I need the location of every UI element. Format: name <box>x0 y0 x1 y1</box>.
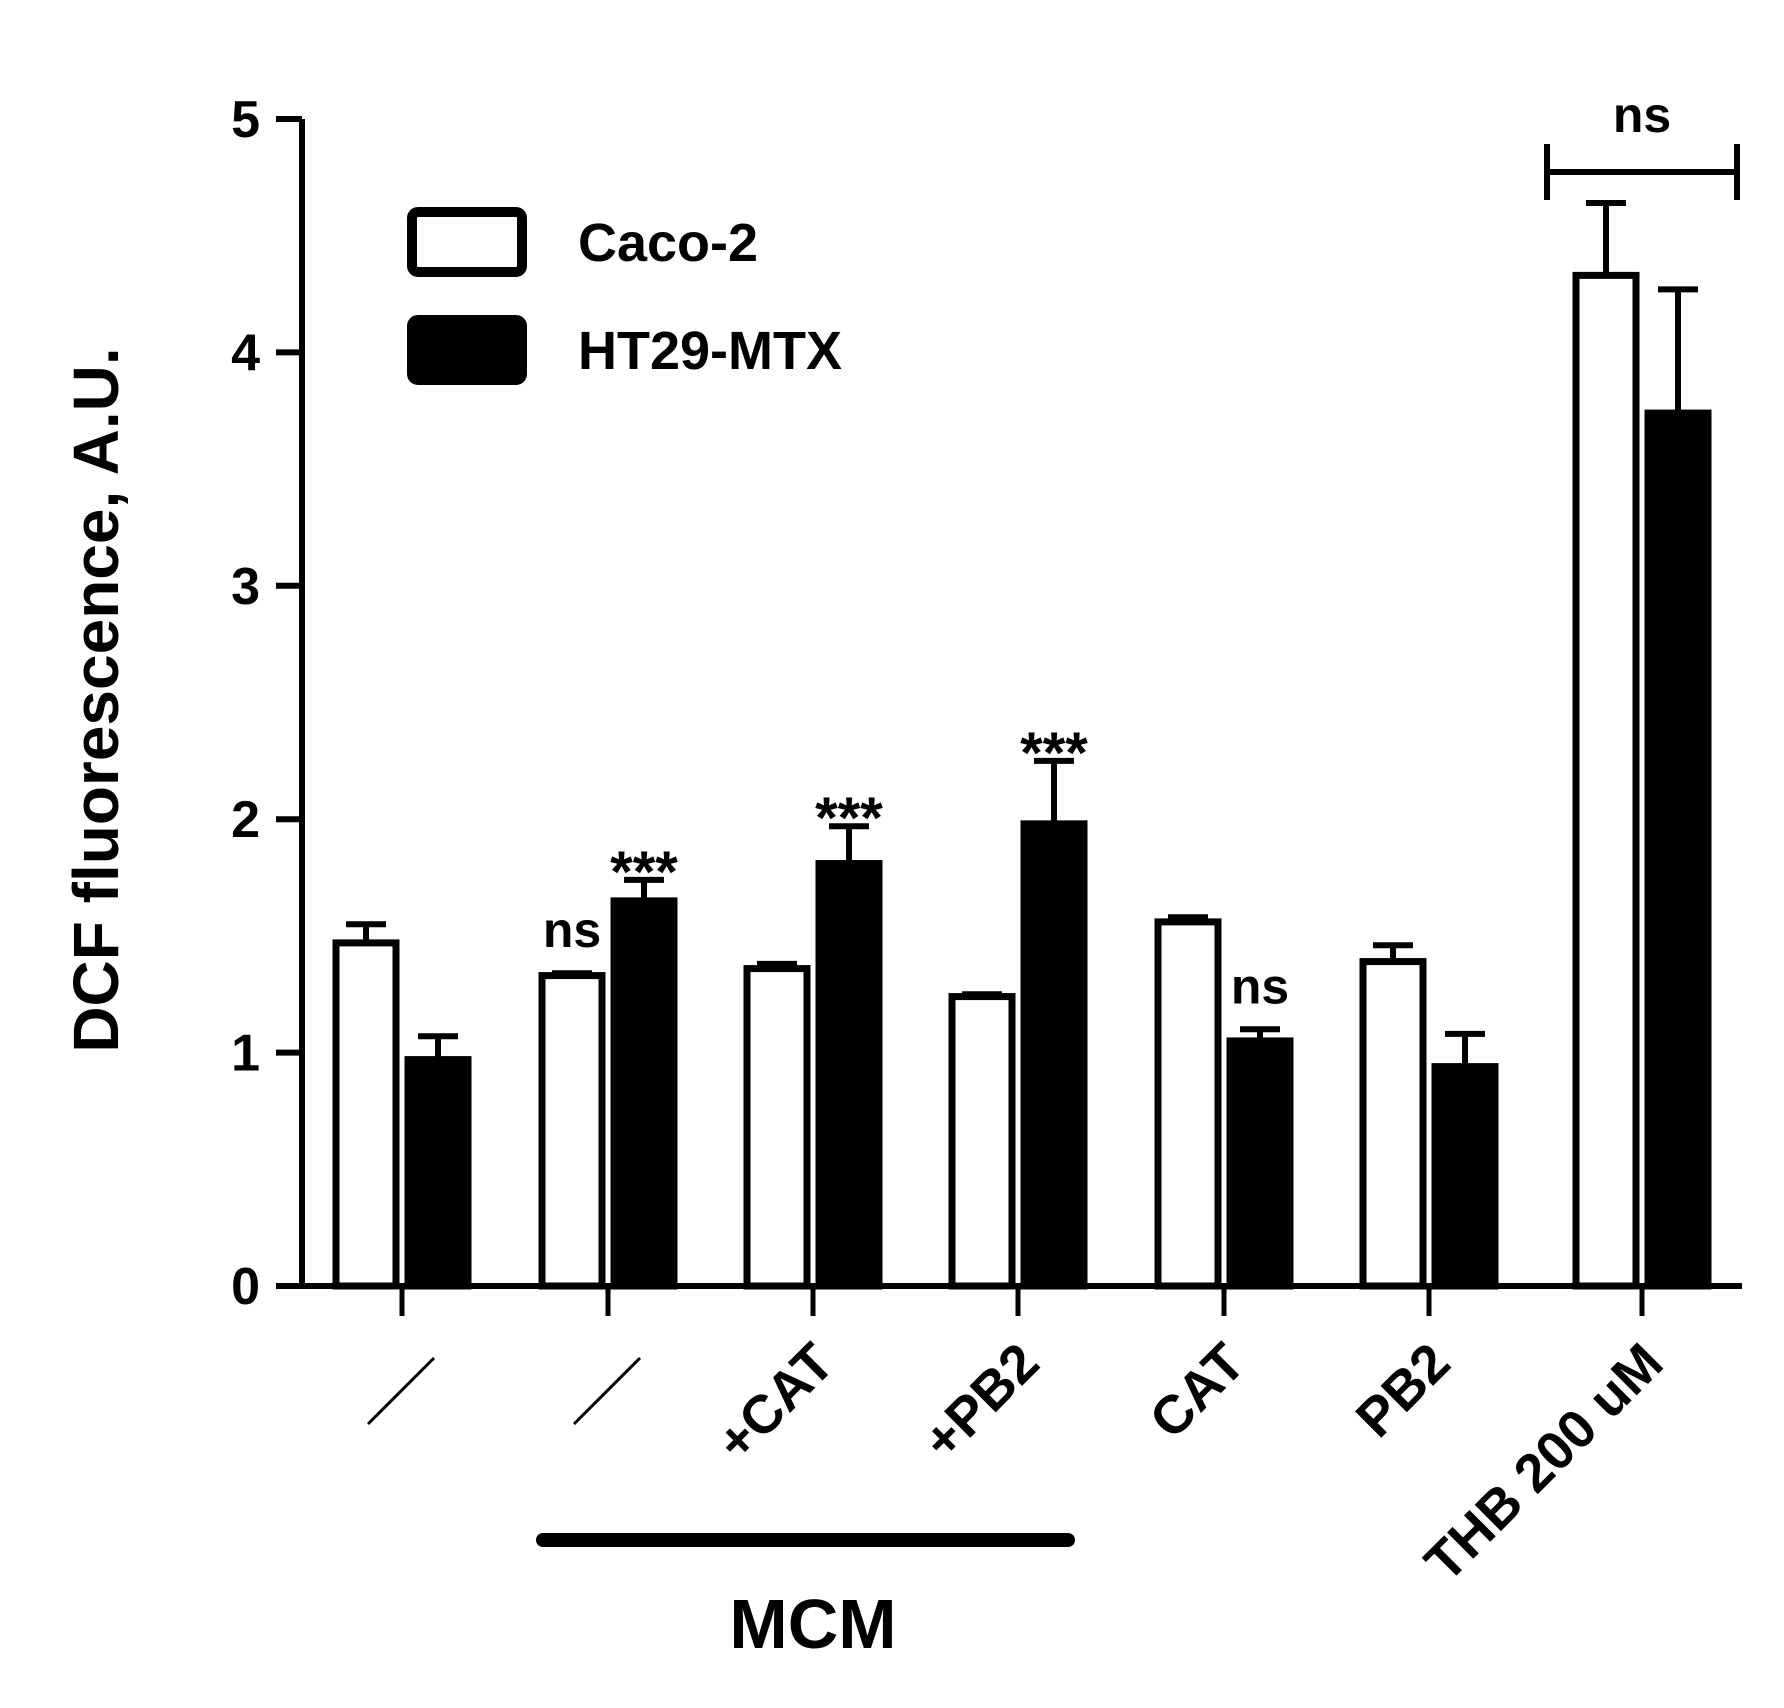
y-tick-label: 5 <box>231 91 260 149</box>
y-tick-label: 2 <box>231 791 260 849</box>
bar-ht29mtx <box>1020 820 1088 1290</box>
bar-ht29mtx <box>404 1056 472 1290</box>
category-label-slash <box>572 1356 642 1426</box>
bar-ht29mtx <box>1431 1063 1499 1290</box>
bar-caco2 <box>538 972 606 1290</box>
significance-stars: *** <box>815 786 883 851</box>
bars <box>332 200 1712 1290</box>
category-label: / <box>587 1332 640 1385</box>
legend: Caco-2 HT29-MTX <box>407 207 842 385</box>
bar-ht29mtx <box>1226 1037 1294 1290</box>
significance-label: ns <box>543 902 601 958</box>
significance-stars: *** <box>1020 721 1088 786</box>
bar-ht29mtx <box>815 860 883 1290</box>
category-label: / <box>381 1332 434 1385</box>
y-tick-label: 0 <box>231 1258 260 1316</box>
legend-label: HT29-MTX <box>578 321 842 381</box>
y-axis-label: DCF fluorescence, A.U. <box>60 347 132 1052</box>
legend-swatch-ht29mtx <box>407 315 527 385</box>
group-label: MCM <box>729 1585 896 1663</box>
significance-label: ns <box>1613 87 1671 143</box>
bar-caco2 <box>743 965 811 1290</box>
significance-label: ns <box>1231 958 1289 1014</box>
legend-label: Caco-2 <box>578 213 758 273</box>
category-label: CAT <box>1138 1332 1256 1450</box>
bar-caco2 <box>1154 918 1222 1290</box>
significance-stars: *** <box>610 840 678 905</box>
legend-swatch-caco2 <box>407 207 527 277</box>
y-tick-label: 1 <box>231 1025 260 1083</box>
category-label: +CAT <box>705 1332 845 1472</box>
bar-caco2 <box>1572 271 1640 1290</box>
axes: 0 1 2 3 4 5 DCF fluorescence, A.U. <box>60 91 1742 1316</box>
bar-caco2 <box>1359 958 1427 1290</box>
bar-caco2 <box>332 939 400 1290</box>
category-label: PB2 <box>1345 1332 1462 1449</box>
bar-caco2 <box>948 993 1016 1290</box>
category-label-slash <box>366 1356 436 1426</box>
y-tick-label: 4 <box>231 324 260 382</box>
bar-ht29mtx <box>610 897 678 1290</box>
bar-ht29mtx <box>1644 409 1712 1290</box>
y-tick-label: 3 <box>231 558 260 616</box>
category-label: +PB2 <box>911 1332 1050 1471</box>
